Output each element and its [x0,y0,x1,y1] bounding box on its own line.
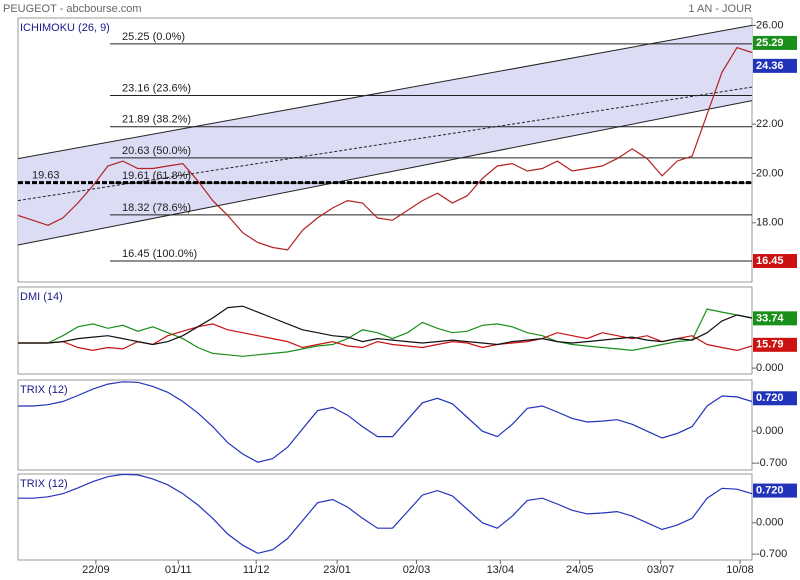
value-badge-label: 25.29 [756,37,784,49]
value-badge [753,483,797,498]
fibonacci-label: 16.45 (100.0%) [122,248,197,260]
series-line [18,381,753,463]
value-badge-label: 15.79 [756,339,784,351]
y-tick-label: -0.700 [756,548,787,560]
x-tick-label: 02/03 [403,564,431,576]
value-badge [753,311,797,326]
panel-title: TRIX (12) [20,384,68,396]
value-badge-label: 16.45 [756,255,784,267]
x-tick-label: 22/09 [82,564,110,576]
fibonacci-label: 21.89 (38.2%) [122,114,191,126]
x-tick-label: 01/11 [165,564,192,576]
y-tick-label: 0.000 [756,425,784,437]
panel-frame [17,17,753,283]
x-tick-label: 13/04 [487,564,515,576]
value-badge [753,254,797,269]
panel-title: ICHIMOKU (26, 9) [20,22,110,34]
value-badge [753,337,797,352]
series-line [18,308,753,357]
value-badge-label: 0.720 [756,484,784,496]
panel-frame [17,473,753,561]
channel-fill [18,25,752,245]
x-tick-label: 11/12 [243,564,270,576]
x-tick-label: 24/05 [566,564,594,576]
value-badge-label: 33.74 [756,312,784,324]
fibonacci-label: 25.25 (0.0%) [122,31,185,43]
panel-frame [17,286,753,375]
y-tick-label: -0.700 [756,457,787,469]
fibonacci-label: 20.63 (50.0%) [122,145,191,157]
y-tick-label: 26.00 [756,19,784,31]
x-tick-label: 03/07 [647,564,675,576]
value-badge [753,35,797,50]
series-line [18,473,753,554]
value-badge-label: 24.36 [756,60,784,72]
x-tick-label: 23/01 [323,564,351,576]
y-tick-label: 20.00 [756,167,784,179]
support-label: 19.63 [32,169,60,181]
value-badge [753,391,797,406]
series-line [17,46,753,251]
y-tick-label: 22.00 [756,118,784,130]
trend-line [17,100,753,246]
value-badge [753,58,797,73]
y-tick-label: 18.00 [756,217,784,229]
series-line [18,305,753,346]
fibonacci-label: 19.61 (61.8%) [122,170,191,182]
trend-line [17,24,753,160]
panel-title: TRIX (12) [20,478,68,490]
value-badge-label: 0.720 [756,392,784,404]
panel-title: DMI (14) [20,291,63,303]
trend-line [17,86,753,202]
fibonacci-label: 23.16 (23.6%) [122,82,191,94]
x-tick-label: 10/08 [726,564,754,576]
period: 1 AN - JOUR [688,3,752,15]
y-tick-label: 0.000 [756,517,784,529]
panel-frame [17,379,753,471]
fibonacci-label: 18.32 (78.6%) [122,202,191,214]
y-tick-label: 0.000 [756,362,784,374]
page-title: PEUGEOT - abcbourse.com [3,3,142,15]
